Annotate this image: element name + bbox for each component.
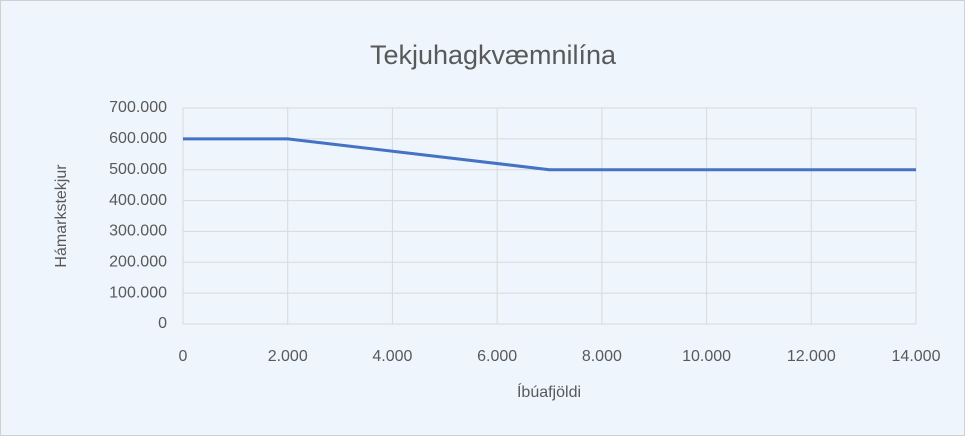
y-tick-label: 0: [158, 315, 167, 332]
x-tick-label: 14.000: [892, 348, 941, 365]
y-tick-label: 200.000: [109, 254, 167, 271]
y-tick-label: 700.000: [109, 99, 167, 116]
x-tick-label: 2.000: [268, 348, 308, 365]
y-tick-label: 500.000: [109, 161, 167, 178]
x-tick-label: 6.000: [477, 348, 517, 365]
x-tick-label: 0: [179, 348, 188, 365]
line-series: [183, 137, 916, 172]
y-axis-label: Hámarkstekjur: [53, 164, 70, 268]
y-tick-label: 300.000: [109, 223, 167, 240]
chart-title: Tekjuhagkvæmnilína: [370, 40, 617, 70]
x-tick-label: 10.000: [682, 348, 731, 365]
x-tick-label: 4.000: [372, 348, 412, 365]
y-tick-label: 400.000: [109, 192, 167, 209]
y-tick-label: 600.000: [109, 130, 167, 147]
y-tick-label: 100.000: [109, 284, 167, 301]
x-axis-label: Íbúafjöldi: [517, 382, 581, 401]
x-tick-label: 12.000: [787, 348, 836, 365]
x-tick-label: 8.000: [582, 348, 622, 365]
